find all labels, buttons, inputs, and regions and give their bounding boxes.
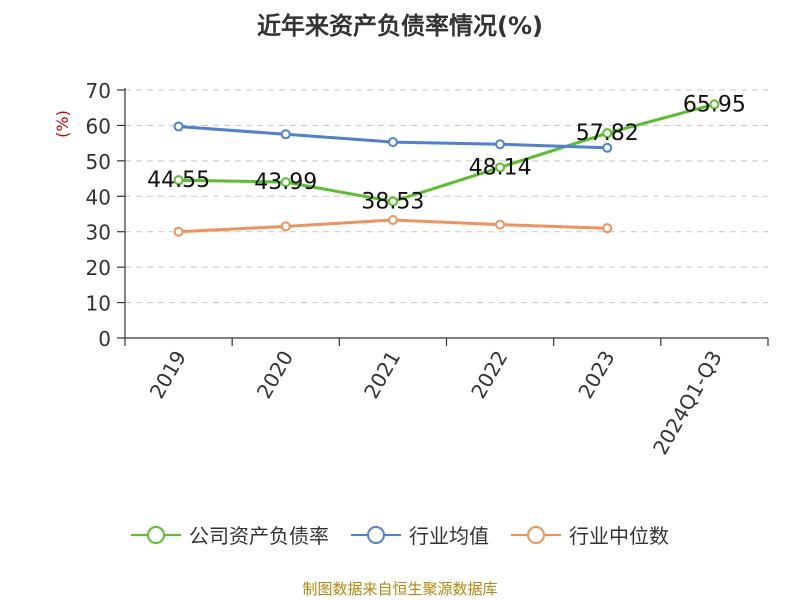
y-tick-label: 20 <box>86 256 111 280</box>
legend-item[interactable]: 行业均值 <box>351 520 489 549</box>
y-axis-label: (%) <box>53 110 72 138</box>
data-point <box>602 142 613 153</box>
x-tick-label: 2020 <box>252 347 298 403</box>
y-tick-label: 30 <box>86 221 111 245</box>
data-point <box>602 223 613 234</box>
data-label: 65.95 <box>683 92 746 117</box>
data-point <box>280 177 291 188</box>
data-label: 44.55 <box>147 168 210 193</box>
y-tick-label: 70 <box>86 79 111 103</box>
x-tick-label: 2023 <box>573 347 619 403</box>
legend-label: 行业均值 <box>409 524 489 548</box>
legend: 公司资产负债率 行业均值 行业中位数 <box>0 520 800 549</box>
chart-title: 近年来资产负债率情况(%) <box>257 12 543 40</box>
data-point <box>495 219 506 230</box>
y-tick-label: 60 <box>86 114 111 138</box>
data-point <box>387 196 398 207</box>
legend-label: 行业中位数 <box>569 524 669 548</box>
x-tick-label: 2021 <box>359 347 405 403</box>
legend-item[interactable]: 行业中位数 <box>511 520 669 549</box>
data-point <box>280 221 291 232</box>
legend-marker-icon <box>351 525 401 545</box>
data-point <box>387 137 398 148</box>
data-label: 43.99 <box>254 170 317 195</box>
data-label: 48.14 <box>469 155 532 180</box>
series-line <box>178 102 715 204</box>
data-point <box>280 129 291 140</box>
y-tick-label: 50 <box>86 150 111 174</box>
legend-label: 公司资产负债率 <box>189 524 329 548</box>
source-note: 制图数据来自恒生聚源数据库 <box>302 580 498 598</box>
x-tick-label: 2024Q1-Q3 <box>648 347 727 459</box>
y-tick-label: 0 <box>98 327 111 351</box>
data-point <box>173 175 184 186</box>
data-point <box>173 226 184 237</box>
data-point <box>602 128 613 139</box>
data-point <box>709 99 720 110</box>
data-point <box>495 162 506 173</box>
y-tick-label: 40 <box>86 185 111 209</box>
data-label: 38.53 <box>361 189 424 214</box>
data-point <box>495 139 506 150</box>
data-point <box>173 121 184 132</box>
data-point <box>387 215 398 226</box>
x-tick-label: 2022 <box>466 347 512 403</box>
y-tick-label: 10 <box>86 292 111 316</box>
x-tick-label: 2019 <box>145 347 191 403</box>
legend-marker-icon <box>131 525 181 545</box>
legend-item[interactable]: 公司资产负债率 <box>131 520 329 549</box>
data-label: 57.82 <box>576 121 639 146</box>
legend-marker-icon <box>511 525 561 545</box>
